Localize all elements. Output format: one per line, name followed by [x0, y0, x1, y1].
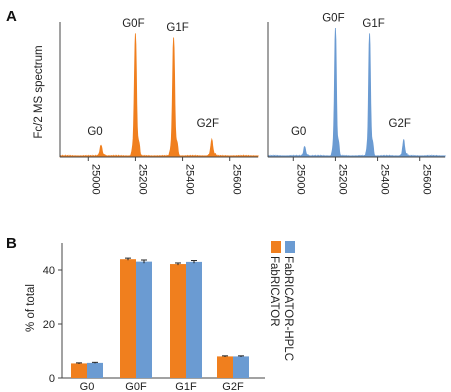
bar-g1f-fabricator — [170, 264, 186, 378]
spectrum-x-tick-label: 25600 — [421, 164, 433, 195]
panel-a-spectra: Fc/2 MS spectrum 25000 25200 25400 25600 G0 G… — [33, 13, 446, 195]
spectrum-x-tick-label: 25200 — [136, 164, 148, 195]
spectrum-trace — [59, 33, 259, 158]
bar-g0f-fabricator-hplc — [136, 261, 152, 378]
bar-g2f-fabricator-hplc — [233, 356, 249, 378]
spectrum-plot-fabricator: 25000 25200 25400 25600 G0 G0F G1F G2F — [59, 18, 259, 195]
panel-letter-a: A — [6, 8, 17, 25]
bar-g0-fabricator-hplc — [87, 362, 103, 378]
panel-b-bar-chart: % of total 0 20 40 G0 G0F G1F G2F FabRICATOR Fa… — [25, 241, 295, 392]
bar-y-axis-title: % of total — [25, 284, 37, 332]
legend-label: FabRICATOR-HPLC — [282, 256, 294, 361]
peak-label-g1f: G1F — [362, 18, 384, 30]
spectrum-trace — [267, 27, 446, 158]
bar-g0-fabricator — [71, 363, 87, 378]
peak-label-g0: G0 — [87, 126, 102, 138]
bar-g0f-fabricator — [120, 259, 136, 378]
spectrum-x-tick-label: 25400 — [379, 164, 391, 195]
legend-label: FabRICATOR — [268, 256, 280, 327]
peak-label-g0f: G0F — [322, 13, 344, 25]
spectrum-x-tick-label: 25600 — [231, 164, 243, 195]
bar-g2f-fabricator — [217, 356, 233, 378]
bar-category-label: G0F — [125, 381, 147, 392]
legend: FabRICATOR FabRICATOR-HPLC — [268, 241, 295, 361]
peak-label-g1f: G1F — [166, 22, 188, 34]
bar-category-label: G0 — [80, 381, 95, 392]
bar-y-tick-label: 40 — [43, 265, 55, 277]
legend-swatch — [285, 241, 295, 253]
spectrum-x-tick-label: 25000 — [89, 164, 101, 195]
legend-swatch — [271, 241, 281, 253]
peak-label-g0: G0 — [291, 126, 306, 138]
peak-label-g2f: G2F — [197, 118, 219, 130]
bar-g1f-fabricator-hplc — [186, 261, 202, 378]
panel-letter-b: B — [6, 235, 17, 252]
spectrum-x-tick-label: 25400 — [184, 164, 196, 195]
bar-category-label: G2F — [222, 381, 244, 392]
peak-label-g0f: G0F — [122, 18, 144, 30]
spectrum-y-axis-title: Fc/2 MS spectrum — [33, 45, 45, 138]
bar-y-tick-label: 20 — [43, 319, 55, 331]
spectrum-x-tick-label: 25200 — [336, 164, 348, 195]
bar-y-tick-label: 0 — [49, 373, 55, 385]
peak-label-g2f: G2F — [389, 118, 411, 130]
bar-plot: 0 20 40 G0 G0F G1F G2F — [43, 243, 265, 392]
spectrum-x-tick-label: 25000 — [294, 164, 306, 195]
bar-category-label: G1F — [175, 381, 197, 392]
spectrum-plot-fabricator-hplc: 25000 25200 25400 25600 G0 G0F G1F G2F — [267, 13, 446, 195]
